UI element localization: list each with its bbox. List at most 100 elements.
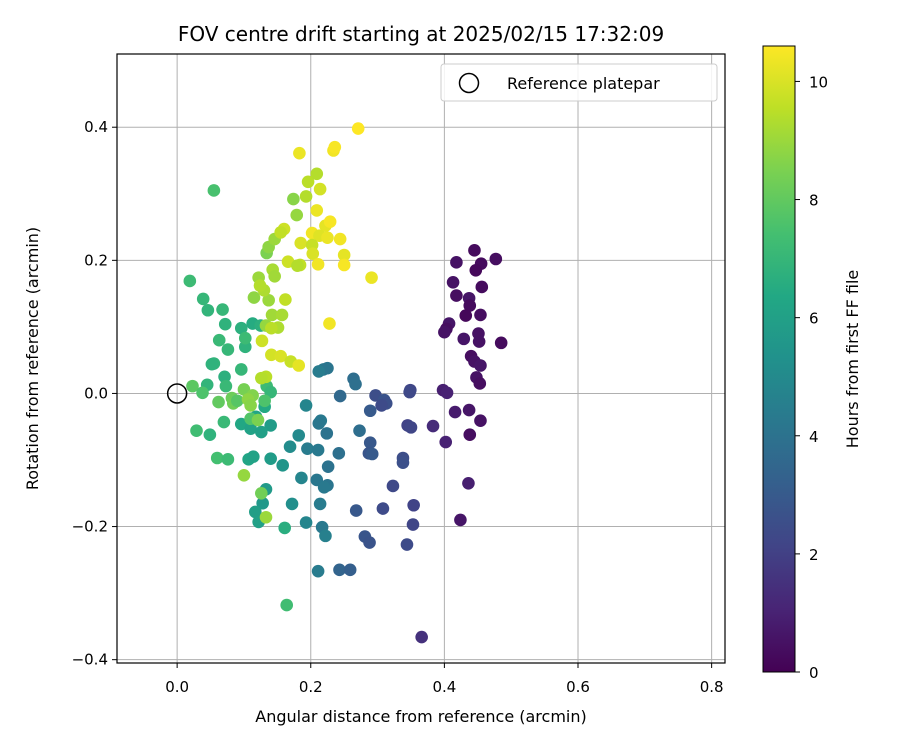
data-point — [244, 422, 257, 436]
data-point — [292, 359, 306, 372]
x-tick-label: 0.6 — [566, 678, 590, 696]
data-point — [321, 231, 334, 244]
data-point — [313, 497, 327, 511]
data-point — [450, 256, 463, 269]
data-point — [294, 236, 308, 250]
data-point — [349, 504, 363, 517]
colorbar: 0 2 4 6 8 10 Hours from first FF file — [762, 45, 862, 682]
data-point — [255, 371, 268, 385]
colorbar-tick-label: 0 — [809, 664, 819, 682]
data-point — [328, 140, 342, 154]
data-point — [201, 303, 215, 317]
data-point — [299, 516, 313, 529]
colorbar-gradient — [762, 45, 796, 673]
data-point — [450, 289, 463, 302]
x-axis-label: Angular distance from reference (arcmin) — [255, 707, 586, 726]
data-point — [311, 564, 325, 578]
data-point — [264, 419, 277, 432]
colorbar-tick-label: 8 — [809, 192, 819, 210]
data-point — [440, 386, 454, 400]
data-point — [474, 414, 487, 428]
data-point — [319, 529, 332, 543]
data-point — [219, 379, 233, 393]
data-point — [349, 377, 362, 391]
data-point — [205, 357, 219, 371]
data-point — [386, 479, 400, 493]
data-point — [183, 274, 197, 288]
reference-platepar-marker — [166, 383, 188, 404]
data-point — [237, 469, 251, 482]
data-point — [255, 486, 268, 500]
data-point — [403, 385, 416, 399]
data-point — [218, 317, 232, 331]
data-point — [312, 417, 326, 430]
data-point — [438, 325, 451, 339]
data-point — [238, 340, 252, 354]
data-point — [255, 334, 269, 348]
data-point — [221, 343, 235, 356]
colorbar-tick-label: 10 — [809, 73, 828, 91]
data-point — [332, 447, 346, 460]
y-tick-label: 0.4 — [84, 118, 108, 136]
data-point — [265, 321, 278, 335]
data-point — [310, 167, 324, 181]
data-point — [468, 244, 481, 257]
data-point — [279, 293, 292, 306]
data-point — [363, 436, 377, 449]
data-point — [218, 370, 231, 384]
data-point — [317, 480, 331, 494]
data-point — [321, 460, 335, 473]
data-point — [285, 497, 299, 511]
data-point — [474, 308, 487, 322]
data-point — [469, 264, 483, 277]
data-point — [400, 538, 414, 551]
data-point — [265, 348, 278, 362]
data-point — [274, 349, 287, 363]
data-point — [365, 271, 378, 284]
data-point — [448, 405, 462, 419]
data-point — [258, 394, 271, 408]
data-point — [463, 428, 477, 442]
data-point — [247, 291, 261, 304]
data-point — [299, 190, 313, 203]
data-point — [251, 413, 265, 427]
colorbar-tick-label: 6 — [809, 310, 819, 328]
data-point — [221, 453, 235, 466]
data-point — [287, 192, 300, 206]
data-point — [333, 389, 347, 403]
data-point — [306, 247, 320, 260]
data-point — [259, 510, 273, 524]
data-point — [333, 563, 346, 577]
data-point — [253, 279, 267, 292]
chart-title: FOV centre drift starting at 2025/02/15 … — [178, 22, 664, 46]
data-point — [351, 122, 365, 135]
data-point — [333, 232, 347, 246]
legend-marker-icon — [458, 72, 480, 94]
data-point — [407, 498, 420, 512]
data-point — [310, 204, 324, 217]
data-point — [343, 563, 357, 577]
data-point — [396, 456, 410, 469]
data-point — [462, 476, 475, 490]
data-point — [376, 502, 390, 515]
data-point — [246, 450, 260, 463]
data-point — [375, 399, 388, 412]
data-point — [299, 399, 313, 412]
data-point — [234, 363, 248, 376]
data-point — [320, 427, 334, 440]
data-point — [275, 308, 289, 322]
legend: Reference platepar — [440, 63, 718, 102]
data-point — [494, 336, 508, 350]
data-point — [459, 309, 473, 322]
data-point — [323, 215, 337, 229]
data-point — [474, 359, 487, 372]
data-point — [256, 496, 269, 510]
data-point — [292, 429, 306, 442]
data-point — [473, 377, 487, 390]
data-point — [457, 332, 471, 346]
data-point — [406, 518, 420, 531]
x-tick-label: 0.2 — [299, 678, 323, 696]
data-point — [262, 293, 275, 307]
data-point — [274, 226, 287, 239]
